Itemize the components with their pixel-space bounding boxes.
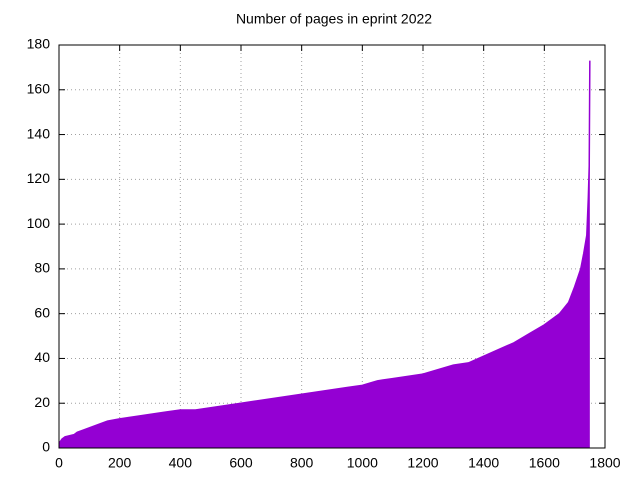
chart-title: Number of pages in eprint 2022 xyxy=(236,11,432,27)
y-tick-label: 140 xyxy=(27,125,51,141)
x-tick-label: 1800 xyxy=(589,455,620,471)
y-tick-label: 80 xyxy=(34,260,50,276)
area-line xyxy=(58,60,591,444)
y-tick-label: 180 xyxy=(27,36,51,52)
y-tick-label: 40 xyxy=(34,349,50,365)
x-tick-label: 1200 xyxy=(407,455,438,471)
y-tick-label: 20 xyxy=(34,394,50,410)
y-tick-label: 0 xyxy=(42,439,50,455)
x-tick-label: 800 xyxy=(290,455,314,471)
x-tick-label: 1400 xyxy=(468,455,499,471)
x-tick-label: 1600 xyxy=(529,455,560,471)
x-tick-label: 200 xyxy=(108,455,132,471)
y-tick-label: 160 xyxy=(27,80,51,96)
x-tick-label: 400 xyxy=(169,455,193,471)
y-tick-label: 60 xyxy=(34,304,50,320)
area-fill xyxy=(59,60,590,449)
y-tick-label: 120 xyxy=(27,170,51,186)
x-tick-label: 600 xyxy=(229,455,253,471)
y-tick-label: 100 xyxy=(27,215,51,231)
x-tick-label: 0 xyxy=(55,455,63,471)
x-tick-label: 1000 xyxy=(347,455,378,471)
plot-frame xyxy=(58,44,606,449)
